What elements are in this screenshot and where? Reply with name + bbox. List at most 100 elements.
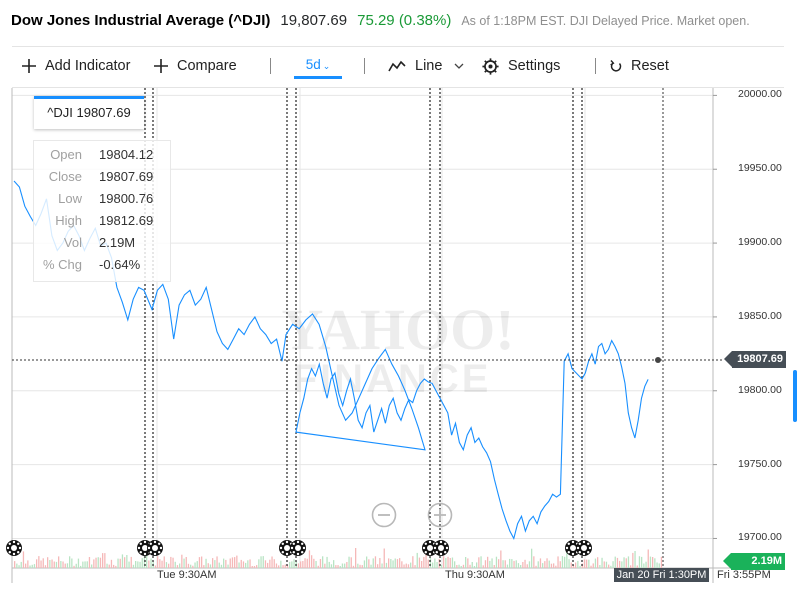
volume-bar [333,560,335,568]
volume-bar [575,562,577,568]
scrollbar-handle[interactable] [793,370,797,422]
volume-bar [322,556,324,568]
volume-bar [537,561,539,568]
event-marker-icon[interactable] [565,540,581,556]
volume-bar [205,558,207,568]
volume-bar [392,560,394,568]
volume-bar [212,558,214,568]
volume-bar [366,556,368,568]
volume-bar [561,556,564,568]
zoom-in-button[interactable] [427,502,453,528]
tooltip-value: 19807.69 [99,169,154,184]
volume-bar [614,556,616,568]
volume-bar [313,558,315,568]
chevron-down-icon [454,63,464,69]
volume-bar [608,564,610,568]
volume-bar [445,558,447,568]
range-selector[interactable]: 5d ⌄ [294,54,342,79]
svg-text:FINANCE: FINANCE [293,357,492,401]
volume-bar [339,566,341,568]
volume-bar [196,561,198,568]
compare-button[interactable]: Compare [154,55,237,77]
volume-bar [528,561,531,568]
volume-bar [106,563,108,568]
volume-bar [108,564,110,568]
volume-bar [625,558,627,568]
y-tick-label: 19700.00 [738,531,782,544]
volume-bar [652,557,654,568]
volume-bar [280,560,282,568]
volume-bar [495,556,498,568]
volume-bar [104,553,106,568]
volume-bar [401,561,403,568]
y-tick-label: 20000.00 [738,88,782,101]
event-marker-icon[interactable] [576,540,592,556]
volume-bar [256,565,258,568]
tooltip-value: -0.64% [99,257,141,272]
volume-bar [517,563,520,568]
volume-bar [656,562,658,568]
volume-bar [27,560,29,568]
add-indicator-button[interactable]: Add Indicator [22,55,130,77]
volume-bar [22,551,25,568]
volume-bar [623,557,625,568]
volume-bar [429,558,432,568]
volume-bar [434,558,436,568]
volume-bar [25,563,27,568]
event-marker-icon[interactable] [147,540,163,556]
volume-bar [71,558,73,568]
volume-bar [460,566,462,568]
volume-bar [489,560,491,568]
volume-bar [300,561,302,568]
volume-bar [570,562,572,568]
volume-bar [20,561,22,568]
volume-bar [522,562,524,568]
volume-bar [509,558,511,568]
volume-bar [187,563,190,568]
volume-bar [605,561,608,568]
tooltip-value: 2.19M [99,235,136,250]
tooltip-row: Vol 2.19M [34,233,170,253]
volume-bar [143,556,146,568]
event-marker-icon[interactable] [279,540,295,556]
y-axis-ticks [713,94,717,539]
volume-bar [557,556,559,568]
toolbar-divider [595,58,596,74]
volume-bar [421,561,423,568]
volume-bar [62,561,64,568]
volume-bar [86,561,88,568]
event-marker-icon[interactable] [6,540,22,556]
volume-bar [284,564,286,568]
volume-bar [344,563,346,568]
volume-bar [278,565,280,568]
volume-bar [610,565,612,568]
zoom-out-button[interactable] [371,502,397,528]
volume-bar [355,548,357,568]
event-marker-icon[interactable] [433,540,449,556]
volume-bar [544,561,546,568]
volume-bar [227,564,229,568]
settings-button[interactable]: Settings [482,55,560,77]
volume-bar [242,561,245,568]
volume-bar [161,560,163,568]
volume-bar [58,556,60,568]
reset-button[interactable]: Reset [610,55,669,77]
volume-bar [352,565,355,568]
chart-type-selector[interactable]: Line [388,55,464,77]
volume-bar [337,565,339,568]
event-marker-icon[interactable] [290,540,306,556]
volume-bar [33,564,36,568]
tooltip-label: Low [58,191,82,206]
tooltip-row: Open 19804.12 [34,145,170,165]
crosshair-date-tag: Jan 20 Fri 1:30PM [614,568,709,582]
volume-bar [478,557,480,568]
volume-bar [317,565,319,568]
volume-bar [390,559,392,568]
volume-bar [53,561,55,568]
volume-bar [273,559,275,568]
volume-bar [641,556,643,568]
volume-bar [443,556,445,568]
volume-bar [647,549,649,568]
volume-bar [621,561,623,568]
